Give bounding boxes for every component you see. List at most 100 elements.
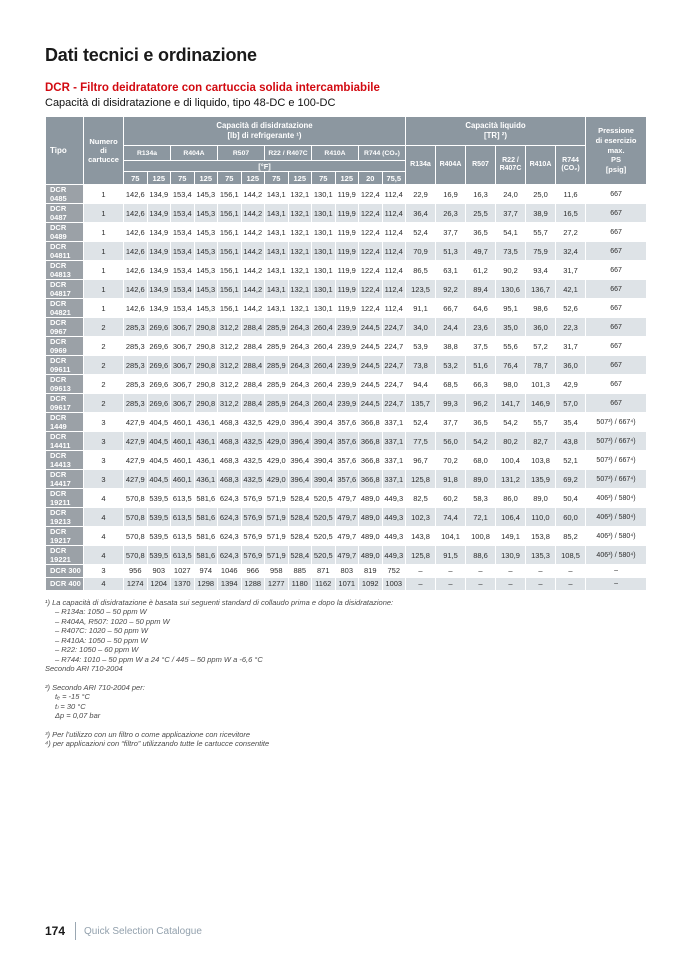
dehydration-value: 489,0 — [358, 507, 383, 527]
dehydration-value: 312,2 — [217, 374, 242, 394]
temperature-header: 20 — [358, 171, 383, 185]
dehydration-value: 290,8 — [193, 374, 218, 394]
dehydration-value: 264,3 — [287, 355, 312, 375]
dehydration-value: 624,3 — [217, 507, 242, 527]
dehydration-value: 122,4 — [358, 298, 383, 318]
liquid-value: – — [435, 564, 466, 578]
liquid-value: 27,2 — [554, 222, 587, 242]
dehydration-value: 520,5 — [311, 545, 336, 565]
liquid-value: 96,7 — [405, 450, 436, 470]
dehydration-value: 260,4 — [311, 393, 336, 413]
dehydration-value: 366,8 — [358, 431, 383, 451]
dehydration-value: 288,4 — [240, 374, 265, 394]
dehydration-value: 143,1 — [264, 241, 289, 261]
liquid-value: 100,4 — [495, 450, 526, 470]
section-title-red: DCR - Filtro deidratatore con cartuccia … — [45, 82, 380, 94]
liquid-value: 91,1 — [405, 298, 436, 318]
dehydration-value: 306,7 — [170, 317, 195, 337]
dehydration-value: 468,3 — [217, 431, 242, 451]
dehydration-value: 571,9 — [264, 488, 289, 508]
dehydration-value: 142,6 — [123, 260, 148, 280]
dehydration-value: 357,6 — [334, 450, 359, 470]
dehydration-value: 142,6 — [123, 184, 148, 204]
cartridge-count: 1 — [83, 222, 124, 242]
footnote-block: ³) Per l’utilizzo con un filtro o come a… — [45, 730, 646, 749]
liquid-value: 52,1 — [554, 450, 587, 470]
liquid-value: 94,4 — [405, 374, 436, 394]
dehydration-value: 436,1 — [193, 450, 218, 470]
liquid-value: 70,2 — [435, 450, 466, 470]
liquid-value: 103,8 — [525, 450, 556, 470]
temperature-header: 75 — [264, 171, 289, 185]
dehydration-value: 288,4 — [240, 336, 265, 356]
header-row-groups: Tipo Numero di cartucce Capacità di disi… — [45, 116, 648, 185]
dehydration-value: 122,4 — [358, 279, 383, 299]
dehydration-value: 571,9 — [264, 507, 289, 527]
liquid-value: 149,1 — [495, 526, 526, 546]
liquid-value: 86,5 — [405, 260, 436, 280]
liquid-value: 55,6 — [495, 336, 526, 356]
dehydration-value: 285,3 — [123, 355, 148, 375]
dehydration-value: 396,4 — [287, 469, 312, 489]
dehydration-value: 156,1 — [217, 222, 242, 242]
dehydration-value: 130,1 — [311, 260, 336, 280]
liquid-value: 58,3 — [465, 488, 496, 508]
dehydration-value: 429,0 — [264, 412, 289, 432]
liquid-value: 36,4 — [405, 203, 436, 223]
dehydration-value: 153,4 — [170, 241, 195, 261]
dehydration-value: 122,4 — [358, 203, 383, 223]
liquid-value: 89,4 — [465, 279, 496, 299]
dehydration-value: 576,9 — [240, 507, 265, 527]
liquid-value: 125,8 — [405, 469, 436, 489]
pressure-value: 667 — [585, 184, 648, 204]
liquid-value: – — [405, 564, 436, 578]
refrigerant-group-header: R404A — [170, 145, 218, 161]
dehydration-value: 306,7 — [170, 355, 195, 375]
page-title: Dati tecnici e ordinazione — [45, 45, 257, 65]
liquid-value: 91,5 — [435, 545, 466, 565]
liquid-value: 141,7 — [495, 393, 526, 413]
temperature-header: 75 — [123, 171, 148, 185]
dehydration-value: 366,8 — [358, 450, 383, 470]
liquid-value: 69,2 — [554, 469, 587, 489]
dehydration-value: 143,1 — [264, 279, 289, 299]
refrigerant-group-header: R507 — [217, 145, 265, 161]
table-row: DCR 0967 2 285,3 269,6 306,7 290,8 312,2 288,4 2… — [45, 317, 648, 337]
liquid-value: 146,9 — [525, 393, 556, 413]
page-number: 174 — [45, 924, 66, 938]
dehydration-value: 520,5 — [311, 526, 336, 546]
dehydration-value: 1204 — [146, 576, 171, 591]
footer-divider — [75, 922, 77, 940]
dehydration-value: 903 — [146, 564, 171, 578]
liquid-refrigerant-header: R22 / R407C — [495, 145, 526, 185]
dehydration-value: 427,9 — [123, 431, 148, 451]
dehydration-value: 436,1 — [193, 431, 218, 451]
dehydration-value: 337,1 — [381, 431, 406, 451]
dehydration-value: 390,4 — [311, 450, 336, 470]
liquid-value: 37,7 — [435, 222, 466, 242]
dehydration-value: 539,5 — [146, 526, 171, 546]
dehydration-value: 613,5 — [170, 526, 195, 546]
dehydration-value: 1180 — [287, 576, 312, 591]
dehydration-value: 144,2 — [240, 241, 265, 261]
dehydration-value: 112,4 — [381, 260, 406, 280]
temperature-header: 125 — [146, 171, 171, 185]
dehydration-value: 576,9 — [240, 488, 265, 508]
liquid-value: 37,7 — [495, 203, 526, 223]
dehydration-value: 119,9 — [334, 241, 359, 261]
dehydration-value: 112,4 — [381, 184, 406, 204]
footnote-line: ³) Per l’utilizzo con un filtro o come a… — [45, 729, 251, 739]
dehydration-value: 239,9 — [334, 393, 359, 413]
dehydration-value: 613,5 — [170, 507, 195, 527]
dehydration-value: 306,7 — [170, 374, 195, 394]
table-row: DCR 04811 1 142,6 134,9 153,4 145,3 156,1 144,2… — [45, 241, 648, 261]
dehydration-value: 269,6 — [146, 393, 171, 413]
dehydration-value: 396,4 — [287, 450, 312, 470]
liquid-value: 108,5 — [554, 545, 587, 565]
cartridge-count: 3 — [83, 431, 124, 451]
dehydration-value: 156,1 — [217, 279, 242, 299]
dehydration-value: 285,3 — [123, 317, 148, 337]
cartridge-count: 2 — [83, 336, 124, 356]
dehydration-value: 112,4 — [381, 241, 406, 261]
table-row: DCR 0489 1 142,6 134,9 153,4 145,3 156,1 144,2 1… — [45, 222, 648, 242]
